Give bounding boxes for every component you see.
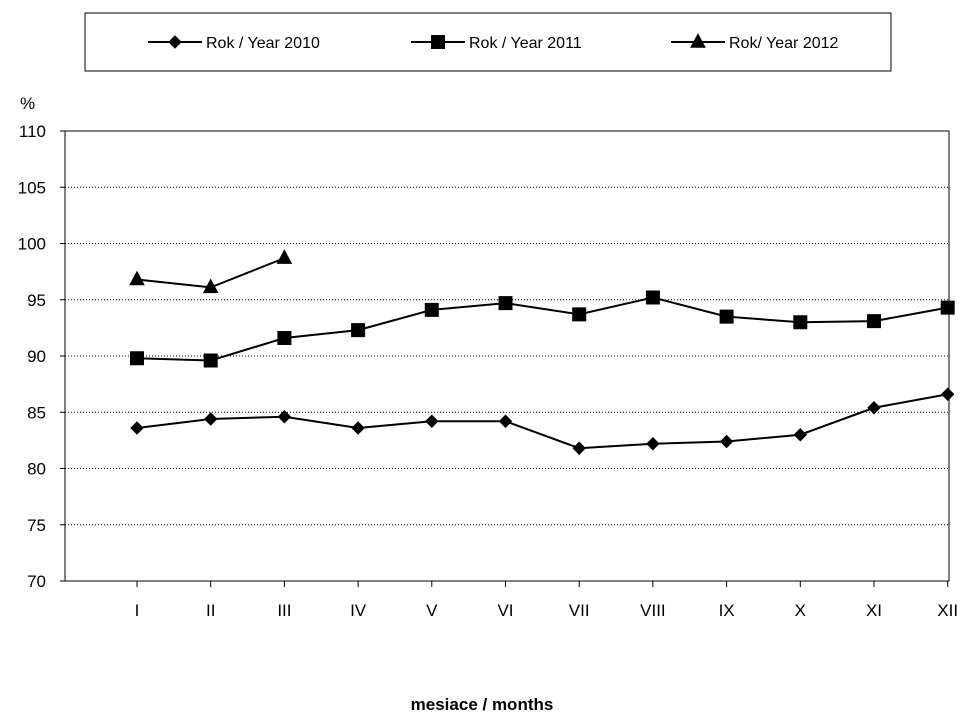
x-tick-label: X bbox=[795, 601, 806, 620]
y-tick-label: 105 bbox=[18, 178, 46, 197]
data-point-square bbox=[645, 290, 660, 305]
legend-item-2: Rok / Year 2011 bbox=[411, 35, 582, 52]
y-tick-label: 100 bbox=[18, 235, 46, 254]
x-tick-label: VI bbox=[497, 601, 513, 620]
data-point-square bbox=[130, 351, 144, 366]
legend: Rok / Year 2010 Rok / Year 2011 Rok/ Year … bbox=[148, 33, 839, 52]
legend-marker-diamond bbox=[168, 35, 182, 49]
series-2 bbox=[130, 290, 955, 368]
data-point-diamond bbox=[277, 410, 292, 424]
data-point-diamond bbox=[498, 414, 513, 428]
legend-marker-triangle bbox=[690, 33, 706, 48]
data-point-square bbox=[572, 307, 587, 322]
data-point-square bbox=[793, 315, 808, 330]
x-axis-label: mesiace / months bbox=[411, 695, 554, 713]
data-point-square bbox=[940, 300, 955, 315]
data-point-diamond bbox=[351, 421, 365, 435]
legend-item-1: Rok / Year 2010 bbox=[148, 35, 320, 52]
y-tick-label: 80 bbox=[27, 460, 46, 479]
data-point-diamond bbox=[646, 437, 660, 451]
data-point-triangle bbox=[202, 278, 219, 294]
data-point-square bbox=[351, 323, 366, 338]
data-point-square bbox=[498, 296, 513, 311]
y-tick-label: 110 bbox=[19, 122, 46, 141]
legend-label: Rok / Year 2010 bbox=[206, 35, 320, 52]
data-point-diamond bbox=[719, 434, 734, 449]
data-point-diamond bbox=[203, 412, 218, 426]
x-tick-label: IV bbox=[350, 601, 367, 620]
series-layer bbox=[129, 249, 955, 455]
x-tick-label: IX bbox=[719, 601, 735, 620]
legend-box bbox=[84, 12, 892, 72]
data-point-square bbox=[719, 309, 734, 324]
y-axis-label: % bbox=[20, 94, 35, 113]
legend-marker-square bbox=[431, 35, 445, 49]
y-tick-label: 75 bbox=[27, 516, 46, 535]
legend-label: Rok / Year 2011 bbox=[469, 35, 582, 52]
data-point-diamond bbox=[572, 441, 586, 455]
data-point-diamond bbox=[940, 387, 955, 401]
series-3 bbox=[129, 249, 293, 294]
data-point-square bbox=[277, 331, 292, 345]
series-line bbox=[136, 296, 948, 362]
x-tick-label: VIII bbox=[640, 601, 666, 620]
series-1 bbox=[130, 387, 955, 455]
data-point-diamond bbox=[425, 414, 439, 428]
data-point-square bbox=[867, 314, 881, 329]
x-tick-label: XI bbox=[866, 601, 882, 620]
y-axis: 70 75 80 85 90 95 100 105 110 bbox=[18, 122, 65, 591]
y-tick-label: 85 bbox=[27, 403, 46, 422]
x-tick-label: VII bbox=[569, 601, 590, 620]
x-axis: I II III IV V VI VII VIII IX X XI XII bbox=[135, 581, 958, 620]
x-tick-label: XII bbox=[937, 601, 958, 620]
data-point-diamond bbox=[793, 428, 808, 442]
y-tick-label: 90 bbox=[27, 347, 46, 366]
y-tick-label: 70 bbox=[27, 572, 46, 591]
x-tick-label: II bbox=[206, 601, 215, 620]
x-tick-label: V bbox=[426, 601, 438, 620]
data-point-triangle bbox=[129, 270, 145, 286]
series-line bbox=[136, 393, 948, 450]
data-point-triangle bbox=[276, 249, 293, 264]
data-point-diamond bbox=[130, 421, 144, 435]
x-tick-label: III bbox=[277, 601, 291, 620]
data-point-square bbox=[203, 353, 218, 368]
data-point-square bbox=[424, 302, 439, 317]
data-point-diamond bbox=[867, 401, 881, 415]
y-tick-label: 95 bbox=[27, 291, 46, 310]
x-tick-label: I bbox=[135, 601, 140, 620]
legend-item-3: Rok/ Year 2012 bbox=[671, 33, 839, 52]
legend-label: Rok/ Year 2012 bbox=[729, 35, 839, 52]
